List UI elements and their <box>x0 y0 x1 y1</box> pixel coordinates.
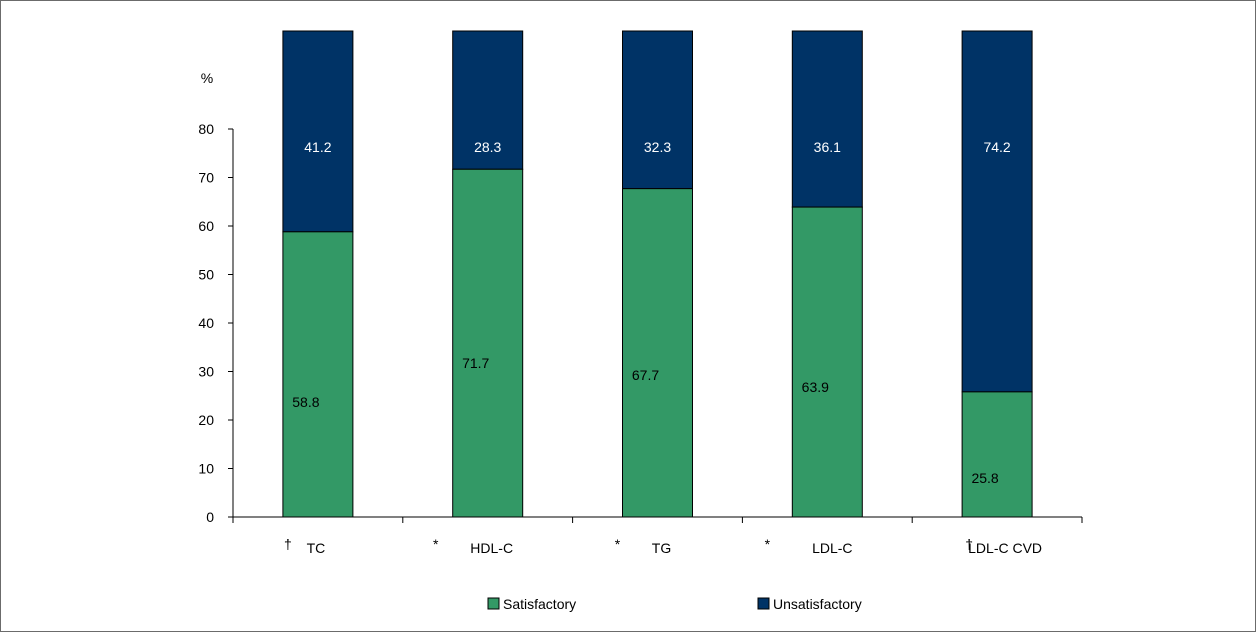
y-tick-label: 30 <box>198 364 214 380</box>
y-tick-label: 50 <box>198 267 214 283</box>
data-label-satisfactory: 63.9 <box>802 379 829 395</box>
data-label-satisfactory: 58.8 <box>292 394 319 410</box>
y-axis-unit-label: % <box>201 70 213 86</box>
bar-segment-satisfactory <box>282 231 354 518</box>
bar-segment-unsatisfactory <box>622 30 693 190</box>
legend-swatch <box>757 597 770 610</box>
legend: Satisfactory Unsatisfactory <box>487 596 862 612</box>
legend-label: Satisfactory <box>503 596 576 612</box>
data-label-unsatisfactory: 36.1 <box>814 139 841 155</box>
data-label-satisfactory: 25.8 <box>971 470 998 486</box>
data-label-satisfactory: 71.7 <box>462 355 489 371</box>
data-label-unsatisfactory: 28.3 <box>474 139 501 155</box>
legend-label: Unsatisfactory <box>773 596 862 612</box>
data-label-unsatisfactory: 32.3 <box>644 139 671 155</box>
y-axis: 0 10 20 30 40 50 60 70 80 <box>198 121 234 525</box>
bar-segment-unsatisfactory <box>452 30 524 170</box>
legend-swatch <box>487 597 500 610</box>
bar-segment-satisfactory <box>622 188 693 518</box>
y-tick-label: 60 <box>198 218 214 234</box>
y-tick-label: 80 <box>198 121 214 137</box>
category-label: LDL-C CVD <box>968 540 1042 556</box>
data-label-satisfactory: 67.7 <box>632 367 659 383</box>
y-tick-label: 0 <box>206 509 214 525</box>
bar-segment-satisfactory <box>961 391 1033 518</box>
y-tick-label: 40 <box>198 315 214 331</box>
bar-segment-unsatisfactory <box>791 30 863 208</box>
y-tick-label: 70 <box>198 170 214 186</box>
category-label: LDL-C <box>812 540 852 556</box>
bar-segment-unsatisfactory <box>282 30 354 233</box>
data-label-unsatisfactory: 74.2 <box>983 139 1010 155</box>
category-marker: * <box>765 536 771 552</box>
bars: 41.2 58.8 28.3 71.7 32.3 67.7 36.1 63.9 74.2 25.8 <box>282 30 1033 518</box>
bar-segment-satisfactory <box>452 168 524 518</box>
category-marker: * <box>433 536 439 552</box>
x-axis: † TC * HDL-C * TG * LDL-C †LDL-C CVD <box>232 516 1083 556</box>
y-tick-label: 20 <box>198 412 214 428</box>
category-label: HDL-C <box>470 540 513 556</box>
category-marker: † <box>284 536 292 552</box>
bar-segment-satisfactory <box>791 206 863 518</box>
bar-segment-unsatisfactory <box>961 30 1033 393</box>
category-marker: † <box>965 536 973 552</box>
category-label: TG <box>652 540 671 556</box>
category-label: TC <box>307 540 326 556</box>
data-label-unsatisfactory: 41.2 <box>304 139 331 155</box>
category-marker: * <box>615 536 621 552</box>
y-tick-label: 10 <box>198 461 214 477</box>
